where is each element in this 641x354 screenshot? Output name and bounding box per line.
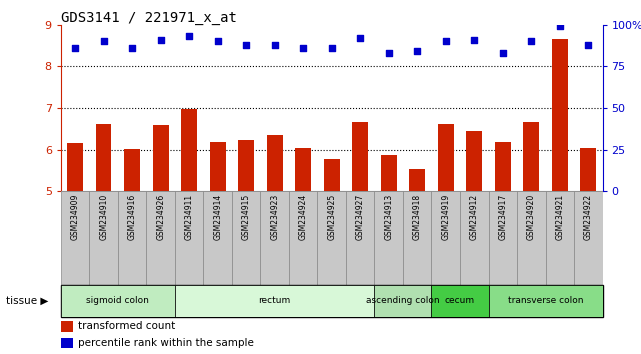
Bar: [61, 321, 73, 332]
Bar: [118, 191, 146, 285]
Point: [469, 37, 479, 42]
Bar: [346, 191, 374, 285]
Bar: [238, 141, 254, 191]
Text: GSM234912: GSM234912: [470, 194, 479, 240]
Text: GSM234926: GSM234926: [156, 194, 165, 240]
Bar: [410, 169, 425, 191]
Point: [127, 45, 137, 51]
Text: GSM234909: GSM234909: [71, 194, 79, 240]
Point: [184, 34, 194, 39]
Bar: [175, 191, 203, 285]
Text: GSM234918: GSM234918: [413, 194, 422, 240]
Bar: [181, 109, 197, 191]
Bar: [61, 285, 175, 317]
Bar: [289, 191, 317, 285]
Bar: [524, 122, 539, 191]
Bar: [460, 191, 488, 285]
Bar: [381, 155, 397, 191]
Bar: [267, 135, 283, 191]
Point: [156, 37, 166, 42]
Bar: [374, 191, 403, 285]
Point: [355, 35, 365, 41]
Text: GSM234916: GSM234916: [128, 194, 137, 240]
Text: GSM234927: GSM234927: [356, 194, 365, 240]
Text: GSM234922: GSM234922: [584, 194, 593, 240]
Bar: [96, 124, 112, 191]
Point: [497, 50, 508, 56]
Text: GSM234910: GSM234910: [99, 194, 108, 240]
Bar: [495, 142, 511, 191]
Point: [70, 45, 80, 51]
Bar: [260, 191, 289, 285]
Bar: [67, 143, 83, 191]
Point: [270, 42, 280, 47]
Text: ascending colon: ascending colon: [366, 296, 440, 306]
Text: GSM234915: GSM234915: [242, 194, 251, 240]
Text: GSM234924: GSM234924: [299, 194, 308, 240]
Bar: [324, 159, 340, 191]
Point: [583, 42, 594, 47]
Bar: [175, 285, 374, 317]
Text: rectum: rectum: [258, 296, 291, 306]
Point: [412, 48, 422, 54]
Bar: [574, 191, 603, 285]
Text: tissue ▶: tissue ▶: [6, 296, 49, 306]
Point: [213, 39, 223, 44]
Point: [298, 45, 308, 51]
Bar: [124, 149, 140, 191]
Bar: [153, 125, 169, 191]
Bar: [438, 124, 454, 191]
Bar: [431, 285, 488, 317]
Point: [554, 24, 565, 29]
Bar: [467, 131, 482, 191]
Text: GSM234923: GSM234923: [271, 194, 279, 240]
Text: GDS3141 / 221971_x_at: GDS3141 / 221971_x_at: [61, 11, 237, 25]
Bar: [552, 39, 568, 191]
Bar: [203, 191, 232, 285]
Text: transverse colon: transverse colon: [508, 296, 583, 306]
Text: GSM234920: GSM234920: [527, 194, 536, 240]
Text: sigmoid colon: sigmoid colon: [87, 296, 149, 306]
Point: [440, 39, 451, 44]
Bar: [353, 122, 368, 191]
Text: GSM234925: GSM234925: [327, 194, 337, 240]
Bar: [488, 191, 517, 285]
Bar: [317, 191, 346, 285]
Bar: [545, 191, 574, 285]
Bar: [89, 191, 118, 285]
Point: [383, 50, 394, 56]
Bar: [210, 142, 226, 191]
Bar: [232, 191, 260, 285]
Bar: [374, 285, 431, 317]
Text: GSM234913: GSM234913: [384, 194, 393, 240]
Bar: [488, 285, 603, 317]
Text: percentile rank within the sample: percentile rank within the sample: [78, 338, 254, 348]
Bar: [61, 338, 73, 348]
Point: [99, 39, 109, 44]
Text: GSM234921: GSM234921: [555, 194, 564, 240]
Bar: [403, 191, 431, 285]
Text: GSM234917: GSM234917: [498, 194, 507, 240]
Bar: [517, 191, 545, 285]
Bar: [146, 191, 175, 285]
Bar: [431, 191, 460, 285]
Bar: [581, 148, 596, 191]
Point: [526, 39, 537, 44]
Text: GSM234919: GSM234919: [441, 194, 450, 240]
Text: GSM234914: GSM234914: [213, 194, 222, 240]
Text: cecum: cecum: [445, 296, 475, 306]
Point: [326, 45, 337, 51]
Text: GSM234911: GSM234911: [185, 194, 194, 240]
Bar: [61, 191, 89, 285]
Text: transformed count: transformed count: [78, 321, 176, 331]
Point: [241, 42, 251, 47]
Bar: [296, 148, 311, 191]
